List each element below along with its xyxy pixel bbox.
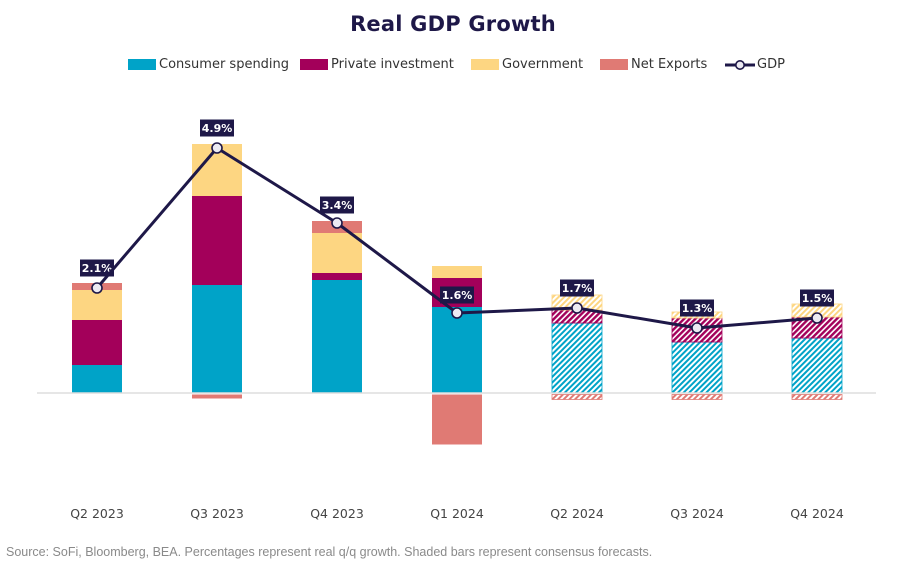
legend-item-net-exports: Net Exports — [600, 57, 707, 72]
bar-consumer-spending-q4-2024 — [791, 337, 843, 394]
legend-label: GDP — [757, 57, 785, 72]
chart-title: Real GDP Growth — [350, 12, 556, 36]
x-tick-label: Q2 2023 — [70, 506, 124, 521]
x-tick-label: Q1 2024 — [430, 506, 484, 521]
bar-net-exports-q1-2024 — [432, 394, 482, 445]
bar-consumer-spending-q3-2023 — [192, 285, 242, 393]
gdp-data-label-box — [680, 299, 714, 317]
legend-swatch-government — [471, 59, 499, 70]
bar-government-q2-2023 — [72, 290, 122, 320]
bar-private-investment-q3-2023 — [192, 196, 242, 285]
gdp-data-label: 4.9% — [202, 122, 233, 135]
gdp-data-label: 1.3% — [682, 302, 713, 315]
bar-net-exports-q2-2024 — [551, 394, 603, 400]
bar-net-exports-q3-2023 — [192, 394, 242, 399]
gdp-data-label-box — [80, 259, 114, 277]
gdp-point — [811, 312, 823, 324]
x-tick-label: Q3 2023 — [190, 506, 244, 521]
x-tick-label: Q3 2024 — [670, 506, 724, 521]
legend-label: Consumer spending — [159, 57, 290, 72]
bar-consumer-spending-q4-2023 — [312, 280, 362, 393]
gdp-data-label-box — [440, 286, 474, 304]
bar-consumer-spending-q1-2024 — [432, 307, 482, 393]
gdp-data-label-box — [320, 196, 354, 214]
gdp-point — [571, 302, 583, 314]
gdp-data-label: 1.6% — [442, 289, 473, 302]
legend-item-gdp: GDP — [724, 57, 785, 72]
legend-item-private-investment: Private investment — [300, 57, 454, 72]
bar-consumer-spending-q3-2024 — [671, 341, 723, 394]
legend-label: Net Exports — [631, 57, 708, 72]
legend-swatch-consumer-spending — [128, 59, 156, 70]
bar-private-investment-q2-2023 — [72, 320, 122, 365]
legend-label: Government — [502, 57, 584, 72]
gdp-data-label: 1.7% — [562, 282, 593, 295]
gdp-point — [451, 307, 463, 319]
legend-item-government: Government — [471, 57, 583, 72]
gdp-point — [331, 217, 343, 229]
line-marker-icon — [725, 59, 755, 70]
x-tick-label: Q2 2024 — [550, 506, 604, 521]
gdp-point — [211, 142, 223, 154]
bar-government-q1-2024 — [432, 266, 482, 278]
gdp-data-label: 2.1% — [82, 262, 113, 275]
source-note: Source: SoFi, Bloomberg, BEA. Percentage… — [6, 545, 653, 559]
gdp-data-label-box — [800, 289, 834, 307]
gdp-data-label: 3.4% — [322, 199, 353, 212]
chart-legend: Consumer spending Private investment Gov… — [0, 57, 906, 75]
bar-net-exports-q3-2024 — [671, 394, 723, 400]
legend-label: Private investment — [331, 57, 454, 72]
gdp-data-label-box — [200, 119, 234, 137]
legend-item-consumer-spending: Consumer spending — [128, 57, 289, 72]
bar-private-investment-q4-2023 — [312, 273, 362, 280]
bar-net-exports-q4-2024 — [791, 394, 843, 400]
gdp-point — [691, 322, 703, 334]
bar-consumer-spending-q2-2024 — [551, 322, 603, 394]
x-tick-label: Q4 2023 — [310, 506, 364, 521]
legend-swatch-net-exports — [600, 59, 628, 70]
x-tick-label: Q4 2024 — [790, 506, 844, 521]
legend-swatch-private-investment — [300, 59, 328, 70]
gdp-data-label: 1.5% — [802, 292, 833, 305]
gdp-point — [91, 282, 103, 294]
bar-government-q4-2023 — [312, 233, 362, 273]
gdp-data-label-box — [560, 279, 594, 297]
bar-consumer-spending-q2-2023 — [72, 365, 122, 393]
